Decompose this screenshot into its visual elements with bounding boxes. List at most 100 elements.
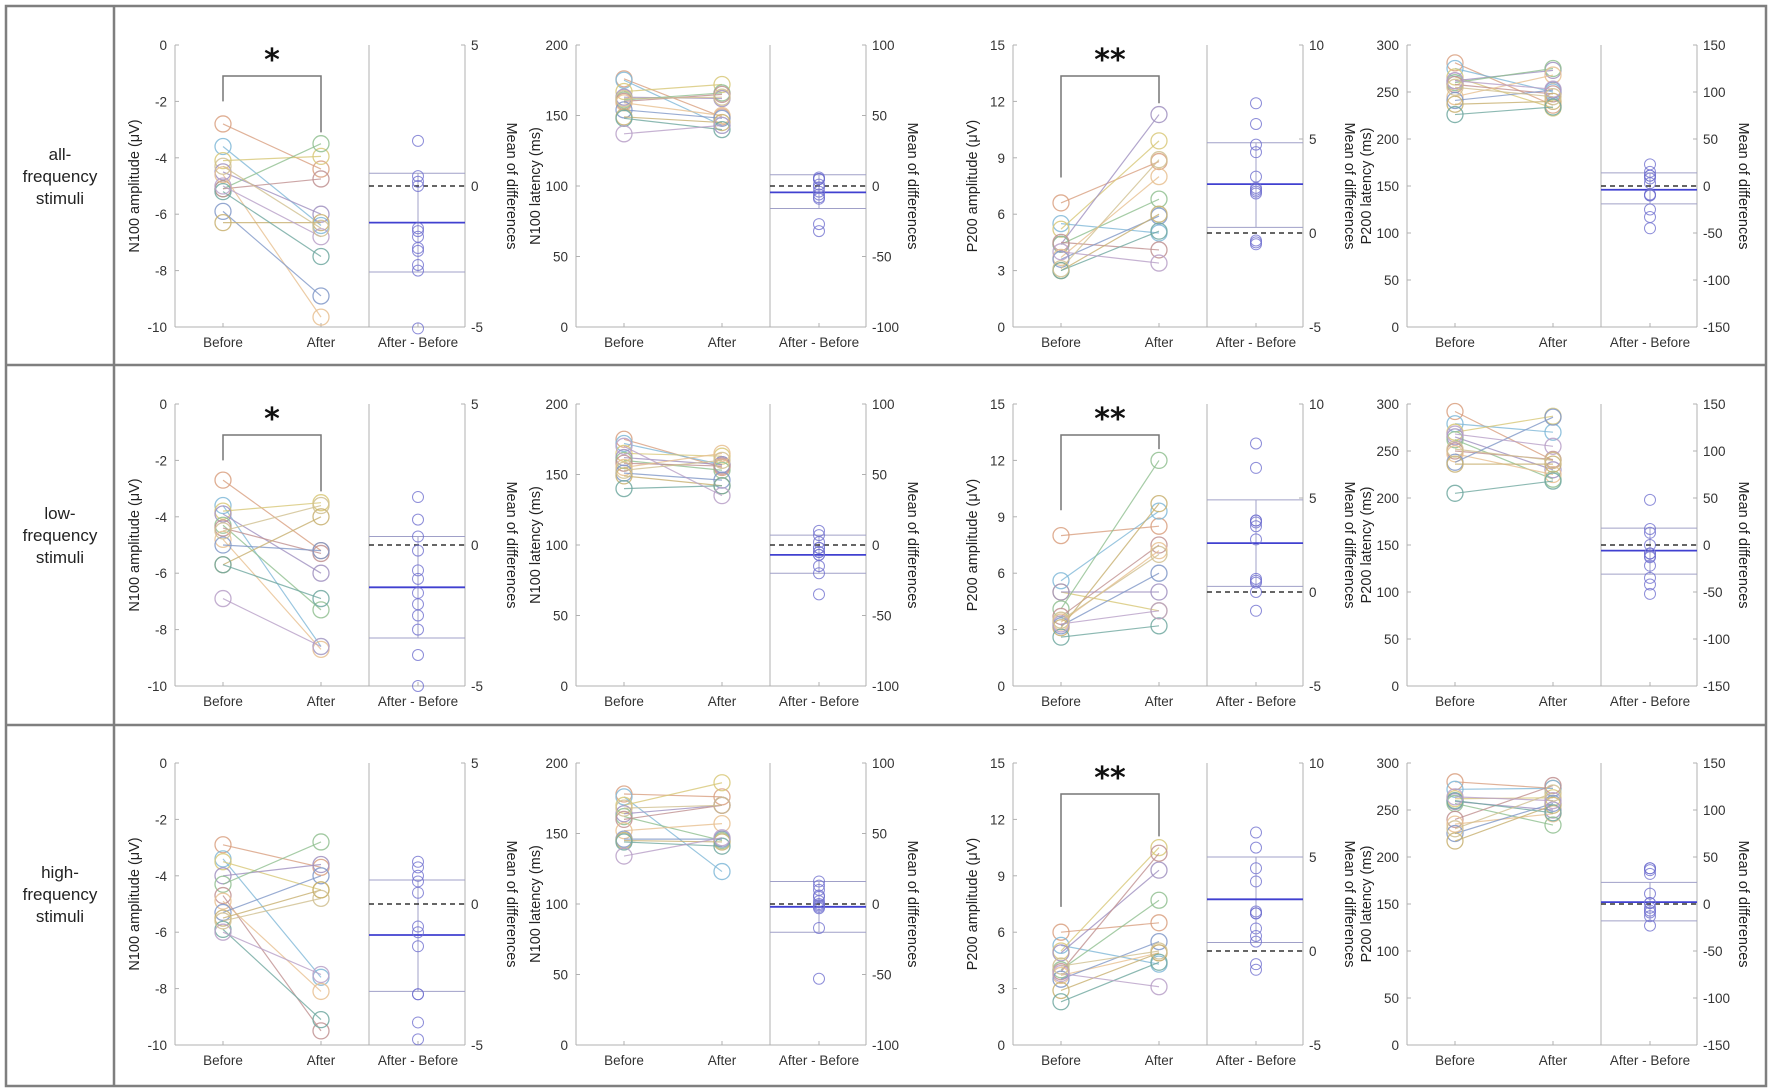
x-tick-label: Before [203,335,243,350]
diff-y-tick-label: -150 [1703,679,1730,694]
difference-marker [412,322,424,335]
difference-marker [813,875,825,888]
significance-marker: * [264,43,280,78]
difference-marker [1250,138,1262,151]
after-marker [1150,254,1168,272]
subject-line [222,516,322,566]
subject-line [1060,241,1160,251]
difference-marker [1644,189,1656,202]
before-marker [615,437,633,455]
difference-marker [412,225,424,238]
y-axis-label: N100 amplitude (μV) [127,837,143,970]
row-label: stimuli [36,548,84,567]
subject-line [623,459,723,471]
difference-marker [1250,461,1262,474]
after-marker [1150,978,1168,996]
after-marker [1150,838,1168,857]
x-tick-label: Before [604,1053,644,1068]
before-marker [1052,615,1070,633]
difference-marker [1644,910,1656,923]
subject-line [1060,952,1160,992]
x-tick-label: Before [1435,335,1475,350]
before-marker [1052,260,1070,278]
after-marker [713,444,731,463]
difference-marker [1644,211,1656,224]
before-marker [214,202,232,221]
y-tick-label: 100 [545,897,568,912]
subject-line [222,178,322,190]
x-tick-label: After - Before [1216,1053,1296,1068]
after-marker [1544,791,1562,810]
difference-marker [1250,117,1262,130]
x-tick-label: After [307,335,336,350]
difference-marker [412,648,424,661]
subject-line [1060,223,1160,234]
subject-line [1060,460,1160,610]
difference-marker [412,1033,424,1046]
subject-line [623,456,723,466]
subject-line [222,928,322,1021]
after-marker [1544,59,1562,78]
diff-y-tick-label: 100 [1703,85,1726,100]
after-marker [1150,953,1168,971]
subject-line [623,841,723,847]
y-tick-label: 150 [545,109,568,124]
difference-marker [1644,578,1656,591]
panel-3: 0 50 100 150 200 250 300 -150 -100 -50 0 50 100 150 Be… [1359,38,1751,350]
y-tick-label: 200 [545,397,568,412]
difference-marker [1644,547,1656,560]
after-marker [312,564,330,582]
subject-line [1454,787,1554,790]
difference-marker [1644,526,1656,539]
difference-marker [813,972,825,985]
diff-axis-label: Mean of differences [1341,122,1357,249]
y-tick-label: 50 [553,968,568,983]
x-tick-label: After [708,694,737,709]
y-tick-label: -4 [155,510,167,525]
y-tick-label: 15 [990,397,1005,412]
after-marker [1544,784,1562,802]
x-tick-label: After [708,335,737,350]
row-label: frequency [23,167,98,186]
after-marker [1150,205,1168,223]
before-marker [214,151,232,170]
after-marker [713,88,731,106]
subject-line [1060,198,1160,245]
subject-line [222,504,322,532]
difference-marker [412,530,424,543]
diff-axis-label: Mean of differences [503,481,519,608]
subject-line [623,793,723,798]
panel-6: 0 3 6 9 12 15 -5 0 5 10 Before After After - Before P… [965,397,1357,709]
y-tick-label: 15 [990,756,1005,771]
subject-line [1060,610,1160,625]
subject-line [1454,415,1554,433]
subject-line [1060,847,1160,952]
after-marker [312,601,330,619]
after-marker [312,496,330,515]
diff-y-tick-label: -5 [1309,320,1321,335]
y-tick-label: -10 [147,1038,167,1053]
x-tick-label: Before [203,694,243,709]
difference-marker [813,548,825,561]
diff-axis-label: Mean of differences [904,481,920,608]
x-tick-label: After - Before [1610,694,1690,709]
before-marker [1446,455,1464,473]
difference-marker [412,940,424,953]
after-marker [713,109,731,127]
y-tick-label: -6 [155,207,167,222]
before-marker [615,125,633,143]
difference-marker [1644,559,1656,572]
diff-y-tick-label: 0 [1703,538,1711,553]
subject-line [1454,410,1554,461]
before-marker [1446,788,1464,806]
difference-marker [813,529,825,542]
after-marker [713,451,731,470]
after-marker [312,287,330,305]
y-tick-label: 50 [553,609,568,624]
y-tick-label: 100 [1376,944,1399,959]
after-marker [1150,502,1168,520]
row-label: frequency [23,885,98,904]
diff-y-tick-label: -100 [1703,273,1730,288]
diff-y-tick-label: 150 [1703,397,1726,412]
panel-4: -10 -8 -6 -4 -2 0 -5 0 5 Before After After - Befor… [127,397,519,709]
